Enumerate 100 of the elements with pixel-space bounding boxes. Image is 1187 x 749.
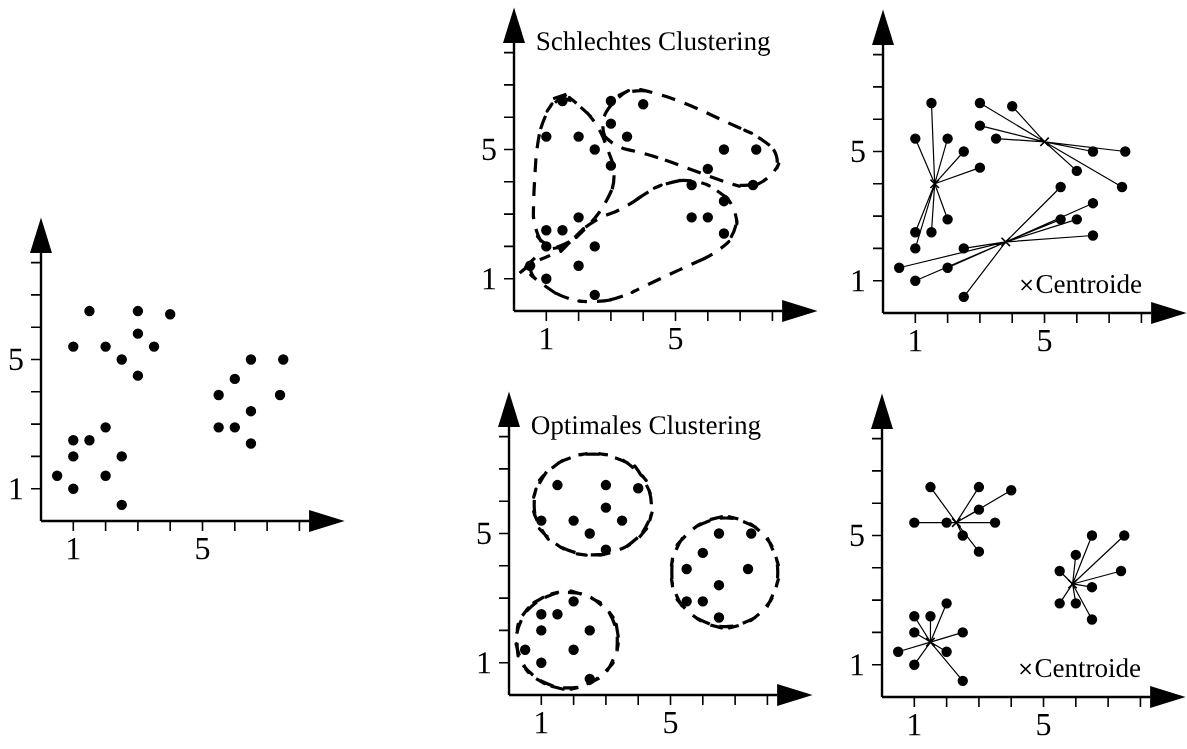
point (536, 515, 547, 526)
point (524, 260, 536, 271)
point (974, 162, 986, 173)
y-tick-label: 1 (483, 268, 496, 290)
point (557, 225, 568, 236)
y-tick-label: 5 (851, 140, 865, 163)
point (1054, 565, 1065, 577)
point (1086, 614, 1098, 625)
point (68, 341, 79, 352)
point (245, 354, 257, 365)
point (132, 328, 144, 339)
point (925, 637, 936, 648)
point (1070, 598, 1082, 609)
point (274, 389, 286, 401)
point (925, 481, 936, 493)
point (958, 291, 969, 303)
point (942, 214, 953, 225)
point (1054, 598, 1065, 609)
point (552, 609, 563, 620)
point (116, 451, 127, 462)
point (638, 99, 649, 110)
point (589, 289, 600, 301)
point (100, 341, 111, 352)
x-tick-label: 1 (909, 714, 921, 736)
point (68, 435, 79, 446)
point (132, 305, 144, 317)
point (589, 144, 600, 155)
point (600, 502, 612, 513)
point (1087, 197, 1099, 209)
point (1055, 181, 1066, 193)
point (100, 422, 111, 433)
point (278, 354, 289, 365)
point (616, 515, 628, 526)
point (926, 227, 937, 238)
point (1115, 565, 1127, 577)
point (84, 435, 95, 446)
point (989, 517, 1001, 528)
x-tick-label: 1 (541, 328, 553, 350)
point (541, 131, 552, 142)
point (552, 479, 563, 491)
point (1087, 146, 1099, 157)
point (584, 673, 595, 685)
point (541, 273, 552, 284)
point (697, 547, 709, 559)
point (116, 354, 127, 365)
point (541, 225, 552, 236)
point (633, 483, 644, 494)
point (718, 144, 730, 155)
point (573, 131, 584, 142)
point (713, 528, 725, 539)
point (51, 470, 63, 481)
point (941, 517, 952, 528)
point (1070, 549, 1082, 561)
point (973, 481, 985, 493)
point (584, 528, 595, 539)
point (1120, 146, 1131, 157)
y-tick-label: 1 (852, 270, 865, 292)
point (1086, 530, 1098, 541)
point (926, 97, 937, 109)
point (573, 212, 584, 223)
point (229, 422, 241, 433)
point (893, 262, 905, 273)
point (974, 120, 986, 131)
point (973, 504, 985, 515)
point (229, 373, 241, 385)
point (957, 675, 968, 687)
point (1055, 214, 1066, 225)
point (1071, 165, 1083, 177)
point (957, 627, 968, 638)
point (990, 133, 1002, 144)
point (957, 530, 968, 541)
y-tick-label: 5 (477, 522, 491, 545)
point (568, 644, 579, 655)
point (1071, 214, 1083, 225)
point (686, 179, 697, 191)
point (909, 659, 920, 670)
point (605, 95, 617, 107)
x-tick-label: 5 (664, 712, 678, 734)
point (747, 179, 759, 191)
point (942, 133, 953, 144)
point (686, 212, 697, 223)
point (605, 160, 617, 171)
point (1116, 181, 1128, 193)
point (1119, 530, 1130, 541)
point (605, 118, 617, 129)
point (1039, 136, 1050, 147)
point (713, 612, 725, 623)
point (942, 262, 953, 273)
point (519, 644, 531, 655)
point (116, 499, 127, 511)
point (958, 146, 969, 157)
point (973, 546, 985, 557)
point (742, 563, 754, 575)
x-tick-label: 5 (1038, 330, 1052, 352)
point (925, 611, 936, 622)
point (718, 195, 730, 207)
point (909, 627, 920, 638)
chart-title: Optimales Clustering (531, 415, 761, 440)
point (213, 389, 224, 401)
point (681, 596, 692, 607)
